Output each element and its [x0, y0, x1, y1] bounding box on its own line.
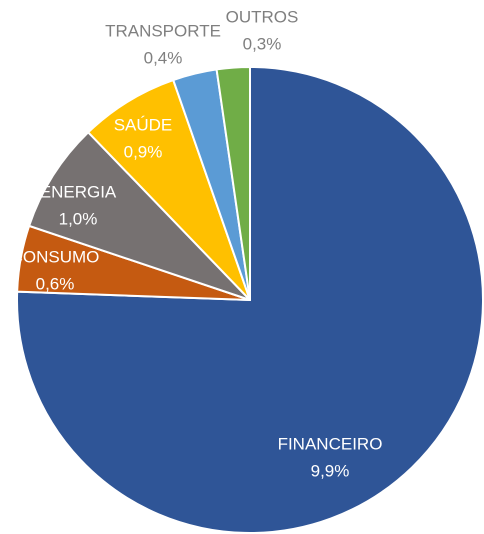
slice-label: CONSUMO	[11, 247, 100, 266]
value-label: 0,6%	[36, 274, 75, 293]
slice-label: TRANSPORTE	[105, 21, 221, 40]
slice-label: ENERGIA	[40, 182, 117, 201]
value-label: 9,9%	[311, 461, 350, 480]
pie-slice	[215, 65, 251, 301]
slice-label: SAÚDE	[114, 115, 173, 134]
slice-label: OUTROS	[226, 7, 299, 26]
value-label: 0,9%	[124, 142, 163, 161]
value-label: 0,3%	[243, 34, 282, 53]
slice-label: FINANCEIRO	[278, 434, 383, 453]
pie-slice	[27, 130, 251, 301]
value-label: 1,0%	[59, 209, 98, 228]
value-label: 0,4%	[144, 48, 183, 67]
